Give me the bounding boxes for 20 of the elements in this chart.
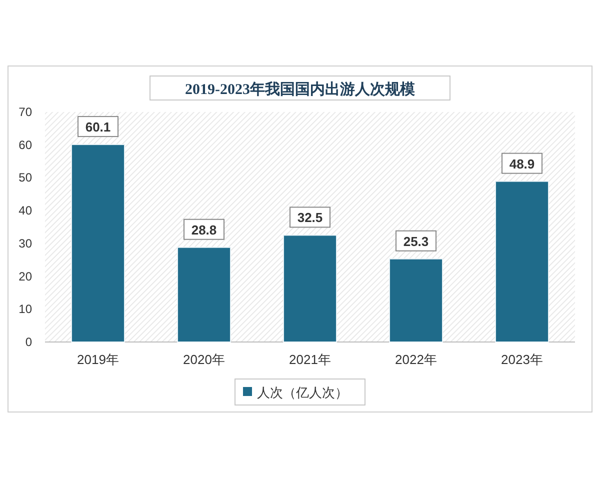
data-label: 48.9 [509, 156, 535, 172]
y-tick-label: 10 [18, 302, 32, 316]
y-tick-label: 50 [18, 170, 32, 185]
y-tick-label: 30 [18, 236, 32, 250]
data-label: 32.5 [297, 210, 323, 226]
x-tick-label: 2019年 [77, 352, 119, 367]
data-label: 25.3 [403, 234, 429, 249]
legend-label: 人次（亿人次） [257, 385, 348, 400]
x-tick-label: 2023年 [501, 352, 543, 367]
y-tick-label: 60 [18, 138, 32, 152]
y-tick-label: 0 [25, 335, 32, 349]
y-tick-label: 20 [18, 269, 32, 284]
data-label: 60.1 [85, 120, 111, 135]
x-tick-label: 2021年 [289, 352, 331, 367]
title: 2019-2023年我国国内出游人次规模 [185, 82, 415, 98]
y-tick-label: 40 [18, 204, 32, 218]
y-tick-label: 70 [18, 105, 32, 119]
x-tick-label: 2020年 [183, 352, 225, 367]
x-tick-label: 2022年 [395, 352, 437, 367]
data-label: 28.8 [191, 222, 217, 238]
